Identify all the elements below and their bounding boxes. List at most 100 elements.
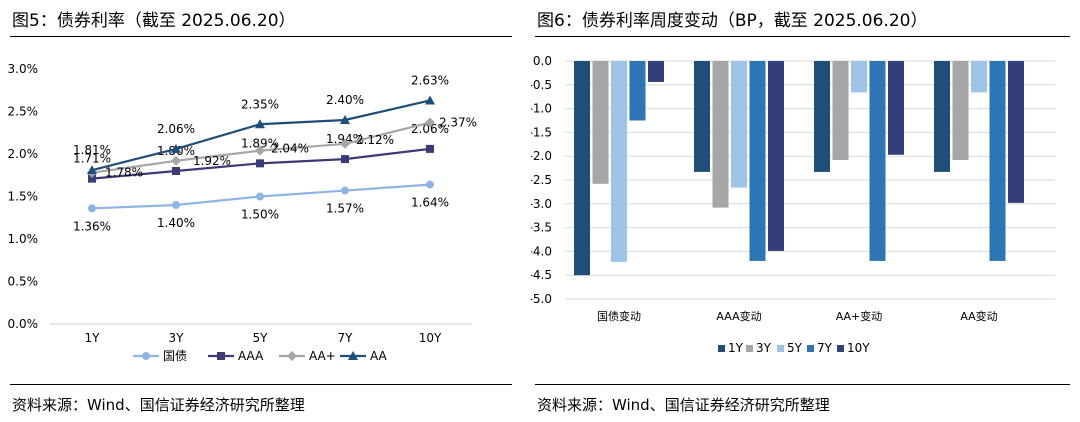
- data-label: 2.06%: [157, 122, 195, 136]
- data-point: [341, 155, 349, 164]
- data-label: 2.63%: [411, 73, 449, 87]
- data-label: 2.04%: [271, 142, 309, 156]
- legend-swatch: [807, 345, 814, 352]
- y-tick-label: -1.0: [531, 102, 552, 116]
- data-point: [142, 352, 150, 360]
- title-divider: [10, 36, 512, 37]
- legend-label: 10Y: [847, 341, 870, 355]
- bar-group: [814, 61, 904, 261]
- line-series: 1.81% 2.06% 2.35% 2.40% 2.63%: [73, 73, 449, 175]
- data-label: 1.92%: [193, 154, 231, 168]
- bar: [814, 61, 830, 172]
- legend: 1Y 3Y 5Y 7Y 10Y: [718, 341, 870, 355]
- bar: [592, 61, 609, 184]
- bar: [611, 61, 627, 262]
- x-tick-label: AA变动: [960, 309, 997, 323]
- data-label: 1.40%: [157, 216, 195, 230]
- y-tick-label: -3.5: [531, 221, 552, 235]
- title-divider: [535, 36, 1070, 37]
- legend: 国债 AAA AA+ AA: [133, 349, 388, 363]
- legend-swatch: [837, 345, 844, 352]
- data-point: [88, 204, 96, 213]
- x-tick-label: 5Y: [253, 331, 269, 345]
- data-label: 2.40%: [326, 93, 364, 107]
- y-tick-label: 0.0%: [8, 317, 39, 331]
- y-tick-label: -2.5: [531, 173, 552, 187]
- data-point: [425, 95, 435, 105]
- data-point: [255, 145, 265, 156]
- line-series: 1.36% 1.40% 1.50% 1.57% 1.64%: [73, 180, 449, 233]
- data-label: 1.78%: [105, 166, 143, 180]
- bar: [574, 61, 590, 276]
- line-chart: 3.0% 2.5% 2.0% 1.5% 1.0% 0.5% 0.0% 1Y 3Y 5Y 7Y 10Y 1…: [8, 62, 478, 363]
- legend-label: AA: [370, 349, 388, 363]
- bar: [731, 61, 747, 188]
- data-label: 1.71%: [73, 152, 111, 166]
- bar: [934, 61, 950, 172]
- x-tick-label: 10Y: [419, 331, 442, 345]
- y-tick-label: 1.0%: [8, 232, 39, 246]
- data-label: 1.64%: [411, 196, 449, 210]
- bar-group: [574, 61, 664, 276]
- y-tick-label: 0.5%: [8, 275, 39, 289]
- data-point: [171, 143, 181, 153]
- legend-label: 3Y: [756, 341, 772, 355]
- source-note: 资料来源：Wind、国信证券经济研究所整理: [12, 396, 305, 414]
- data-label: 1.36%: [73, 219, 111, 233]
- line-series: 1.78% 1.92% 2.04% 2.12% 2.37%: [87, 116, 477, 180]
- data-point: [172, 201, 180, 209]
- figure-6-title: 图6：债券利率周度变动（BP，截至 2025.06.20）: [537, 11, 928, 31]
- data-point: [217, 352, 225, 360]
- data-point: [255, 119, 265, 129]
- y-tick-label: 0.0: [533, 54, 552, 68]
- y-tick-label: -3.0: [531, 197, 552, 211]
- y-tick-label: 1.5%: [8, 190, 39, 204]
- legend-label: 5Y: [787, 341, 803, 355]
- data-point: [256, 192, 264, 201]
- bar: [888, 61, 904, 155]
- data-label: 2.37%: [439, 116, 477, 130]
- data-label: 1.57%: [326, 202, 364, 216]
- x-tick-label: 国债变动: [597, 309, 641, 323]
- legend-label: AA+: [309, 349, 336, 363]
- x-tick-label: 7Y: [338, 331, 354, 345]
- x-tick-label: AAA变动: [716, 309, 761, 323]
- bar: [971, 61, 987, 93]
- y-tick-label: 2.5%: [8, 105, 39, 119]
- y-tick-label: -1.5: [531, 125, 552, 139]
- data-label: 2.35%: [241, 97, 279, 111]
- y-tick-label: 3.0%: [8, 62, 39, 76]
- x-tick-label: 1Y: [85, 331, 101, 345]
- source-divider: [535, 384, 1070, 385]
- data-point: [172, 167, 180, 175]
- data-label: 2.12%: [356, 133, 394, 147]
- data-point: [426, 144, 434, 153]
- bar: [712, 61, 729, 208]
- data-point: [87, 165, 97, 175]
- y-tick-label: -0.5: [531, 78, 552, 92]
- legend-swatch: [777, 345, 784, 352]
- bar: [851, 61, 867, 93]
- y-tick-label: -4.0: [531, 244, 552, 258]
- y-tick-label: -4.5: [531, 268, 552, 282]
- bar-group: [694, 61, 784, 261]
- bar: [1008, 61, 1024, 203]
- bar: [648, 61, 664, 82]
- data-label: 1.81%: [73, 143, 111, 157]
- data-label: 1.50%: [241, 208, 279, 222]
- bar: [629, 61, 646, 121]
- data-point: [88, 174, 96, 183]
- bar: [832, 61, 849, 161]
- bar: [989, 61, 1006, 261]
- legend-swatch: [746, 345, 753, 352]
- bar: [869, 61, 886, 261]
- bar-group: [934, 61, 1024, 261]
- data-point: [340, 138, 350, 149]
- x-tick-label: 3Y: [169, 331, 185, 345]
- data-point: [287, 351, 297, 361]
- bar: [749, 61, 766, 261]
- data-point: [425, 117, 435, 128]
- data-point: [340, 115, 350, 124]
- left-panel: 图5：债券利率（截至 2025.06.20） 3.0% 2.5% 2.0% 1.5% 1…: [0, 0, 520, 422]
- legend-label: 1Y: [728, 341, 744, 355]
